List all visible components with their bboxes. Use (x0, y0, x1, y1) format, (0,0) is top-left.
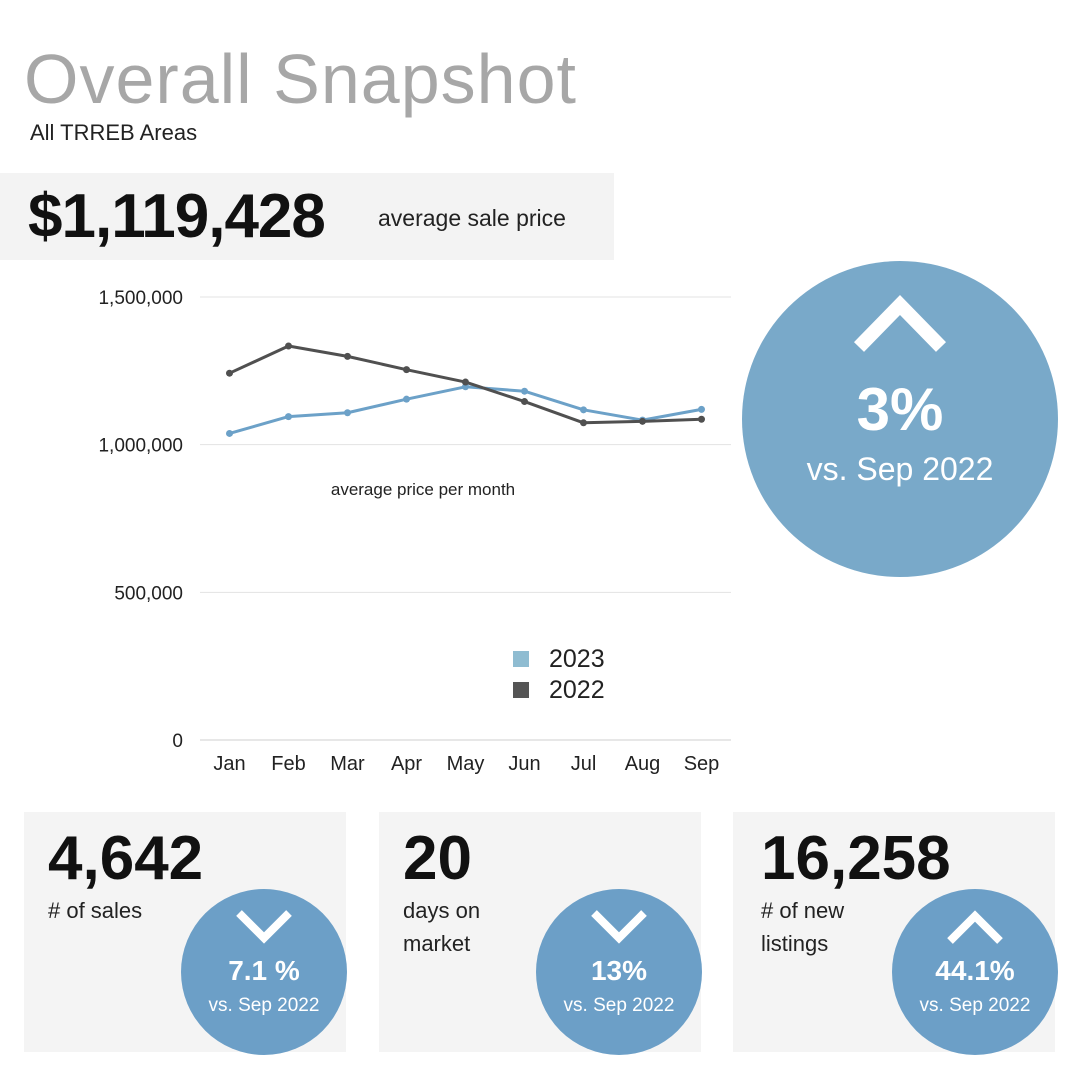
average-price-label: average sale price (378, 205, 566, 231)
sales-count: 4,642 (48, 824, 204, 893)
days-on-market-change-comparison: vs. Sep 2022 (563, 995, 675, 1016)
x-tick-label: May (447, 753, 485, 775)
down-arrow-icon (236, 910, 292, 944)
x-tick-label: Feb (271, 753, 305, 775)
new-listings-change-badge: 44.1% vs. Sep 2022 (892, 889, 1058, 1055)
y-tick-label: 500,000 (114, 583, 183, 604)
sales-change-badge: 7.1 % vs. Sep 2022 (181, 889, 347, 1055)
new-listings-label-line-1: # of new (761, 898, 845, 923)
x-tick-label: Aug (625, 753, 661, 775)
y-tick-label: 0 (172, 731, 183, 752)
sales-label: # of sales (48, 894, 142, 927)
data-point-2023 (580, 406, 587, 414)
data-point-2023 (403, 395, 410, 403)
sales-label-line: # of sales (48, 898, 143, 923)
days-on-market-change-percent: 13% (590, 955, 648, 986)
sales-change-comparison: vs. Sep 2022 (208, 995, 320, 1016)
data-point-2023 (285, 413, 292, 421)
price-band (0, 173, 614, 260)
new-listings-count: 16,258 (761, 824, 951, 893)
x-tick-label: Jul (571, 753, 597, 775)
chart-annotation: average price per month (331, 480, 515, 499)
days-on-market-change-badge: 13% vs. Sep 2022 (536, 889, 702, 1055)
legend-label-2023: 2023 (549, 645, 605, 673)
x-tick-label: Jun (508, 753, 540, 775)
down-arrow-icon (591, 910, 647, 944)
page-subtitle: All TRREB Areas (30, 120, 198, 145)
new-listings-label-line-2: listings (761, 931, 829, 956)
data-point-2023 (226, 429, 233, 437)
data-point-2022 (403, 366, 410, 374)
data-point-2023 (698, 405, 705, 413)
data-point-2022 (698, 415, 705, 423)
new-listings-change-percent: 44.1% (935, 955, 1015, 986)
page-title: Overall Snapshot (24, 40, 577, 118)
data-point-2022 (344, 352, 351, 360)
data-point-2022 (462, 378, 469, 386)
sales-card: 4,642 # of sales 7.1 % vs. Sep 2022 (24, 812, 347, 1055)
new-listings-label: # of new listings (761, 894, 844, 960)
series-line-2023 (229, 385, 702, 435)
data-point-2022 (580, 419, 587, 427)
data-point-2022 (226, 369, 233, 377)
legend-label-2022: 2022 (549, 676, 605, 704)
data-point-2022 (521, 398, 528, 406)
x-tick-label: Sep (684, 753, 720, 775)
up-arrow-icon (853, 294, 947, 352)
data-point-2022 (285, 342, 292, 350)
sales-change-percent: 7.1 % (228, 955, 300, 986)
data-point-2023 (521, 387, 528, 395)
legend-swatch-2022 (513, 682, 529, 698)
days-on-market-label-line-1: days on (403, 898, 481, 923)
days-on-market-count: 20 (403, 824, 472, 893)
price-change-badge: 3% vs. Sep 2022 (742, 261, 1058, 577)
days-on-market-card: 20 days on market 13% vs. Sep 2022 (379, 812, 702, 1055)
y-tick-label: 1,500,000 (98, 288, 183, 309)
price-line-chart: 0 500,000 1,000,000 1,500,000 Jan Feb Mar Apr Ma… (98, 288, 731, 775)
x-tick-label: Apr (391, 753, 422, 775)
new-listings-change-comparison: vs. Sep 2022 (919, 995, 1031, 1016)
up-arrow-icon (947, 910, 1003, 944)
x-tick-label: Jan (213, 753, 245, 775)
price-change-comparison: vs. Sep 2022 (806, 451, 994, 487)
average-price-value: $1,119,428 (28, 182, 326, 251)
new-listings-card: 16,258 # of new listings 44.1% vs. Sep 2… (733, 812, 1058, 1055)
days-on-market-label-line-2: market (403, 931, 471, 956)
data-point-2023 (344, 409, 351, 417)
price-change-percent: 3% (856, 376, 944, 443)
y-tick-label: 1,000,000 (98, 436, 183, 457)
x-tick-label: Mar (330, 753, 365, 775)
days-on-market-label: days on market (403, 894, 480, 960)
data-point-2022 (639, 417, 646, 425)
legend-swatch-2023 (513, 651, 529, 667)
